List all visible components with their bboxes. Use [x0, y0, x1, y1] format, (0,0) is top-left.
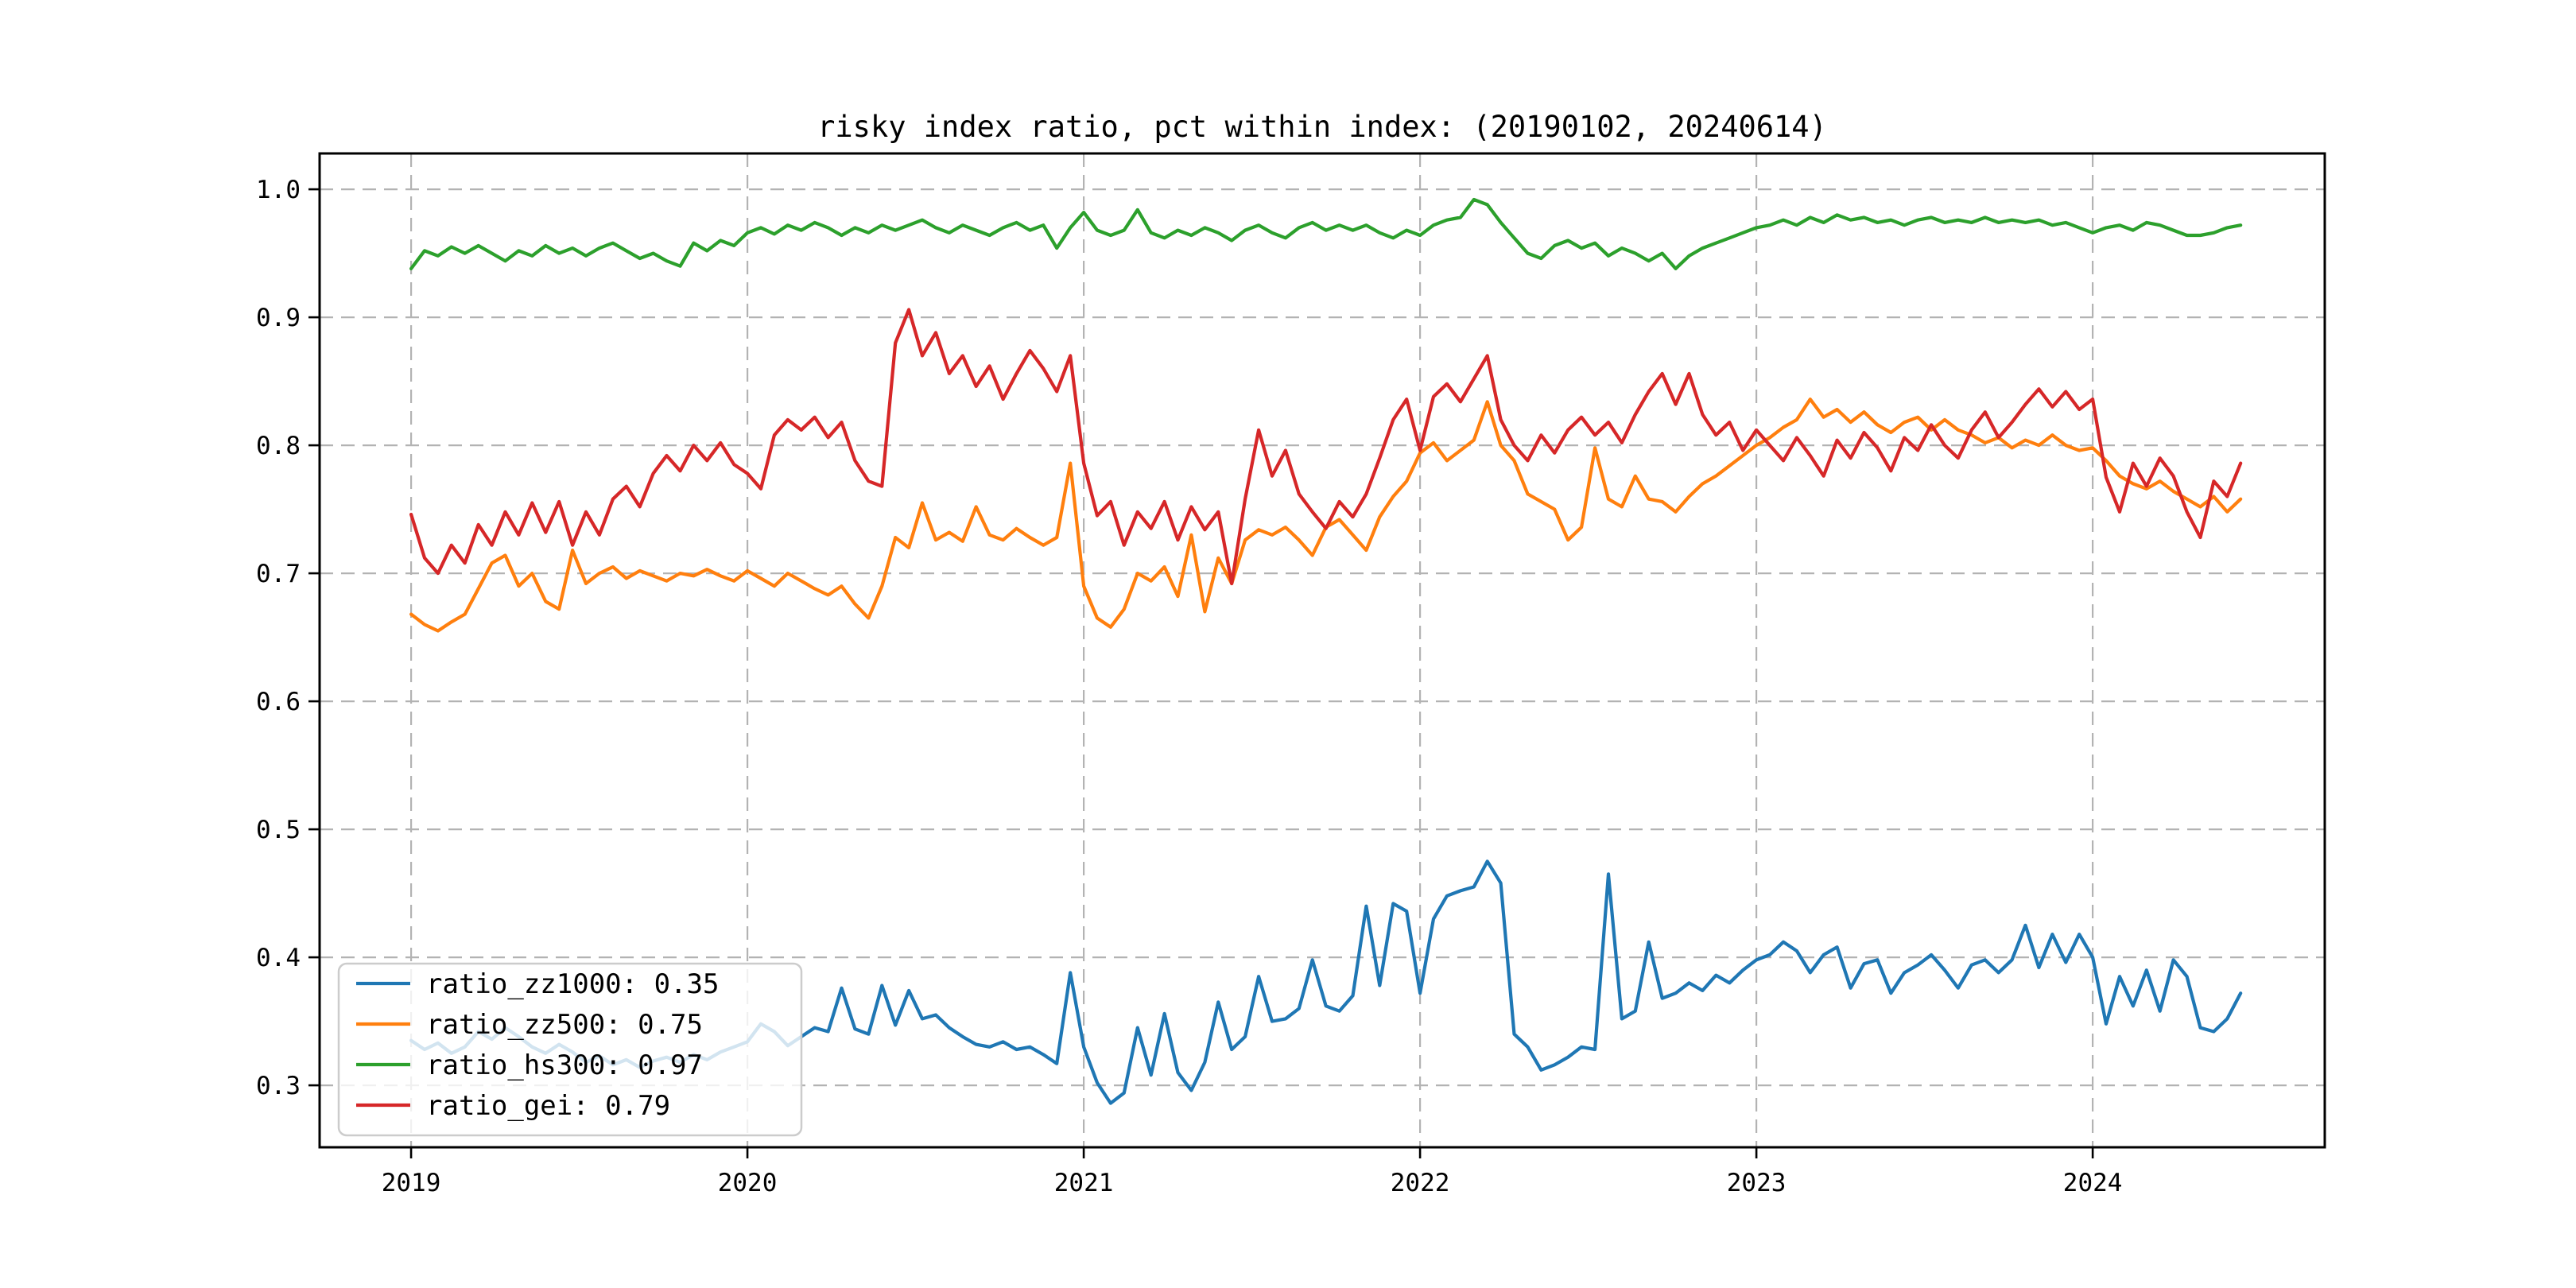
chart-title: risky index ratio, pct within index: (20…	[817, 110, 1827, 144]
series-ratio_gei	[409, 308, 2243, 586]
axes: 2019 2020 2021 2022 2023 2024 0.3 0.4 0.5 0.6 0.7 0…	[256, 152, 2326, 1197]
x-tick-label: 2020	[718, 1169, 778, 1197]
legend-box	[337, 962, 803, 1137]
legend-entry-ratio_gei: ratio_gei: 0.79	[356, 1090, 670, 1122]
legend-entry-ratio_hs300: ratio_hs300: 0.97	[356, 1049, 703, 1081]
plot-border	[318, 152, 2326, 1149]
legend: ratio_zz1000: 0.35 ratio_zz500: 0.75 ratio…	[337, 962, 803, 1137]
y-tick-label: 0.8	[256, 432, 301, 460]
legend-entry-ratio_zz500: ratio_zz500: 0.75	[356, 1009, 703, 1041]
x-tick-label: 2019	[382, 1169, 441, 1197]
y-tick-label: 0.9	[256, 304, 301, 332]
legend-label-ratio_zz1000: ratio_zz1000: 0.35	[426, 968, 719, 1000]
y-tick-label: 0.7	[256, 560, 301, 588]
x-tick-label: 2022	[1391, 1169, 1450, 1197]
legend-label-ratio_gei: ratio_gei: 0.79	[426, 1090, 670, 1122]
x-tick-label: 2023	[1727, 1169, 1787, 1197]
y-tick-label: 0.4	[256, 944, 301, 972]
legend-label-ratio_hs300: ratio_hs300: 0.97	[426, 1049, 703, 1081]
y-tick-label: 0.6	[256, 688, 301, 716]
y-tick-label: 1.0	[256, 176, 301, 204]
series-ratio_hs300	[409, 197, 2243, 270]
x-tick-label: 2021	[1054, 1169, 1114, 1197]
y-tick-label: 0.3	[256, 1072, 301, 1100]
y-tick-label: 0.5	[256, 816, 301, 844]
legend-label-ratio_zz500: ratio_zz500: 0.75	[426, 1009, 703, 1041]
series-ratio_zz500	[409, 398, 2243, 633]
x-tick-label: 2024	[2063, 1169, 2123, 1197]
legend-entry-ratio_zz1000: ratio_zz1000: 0.35	[356, 968, 719, 1000]
